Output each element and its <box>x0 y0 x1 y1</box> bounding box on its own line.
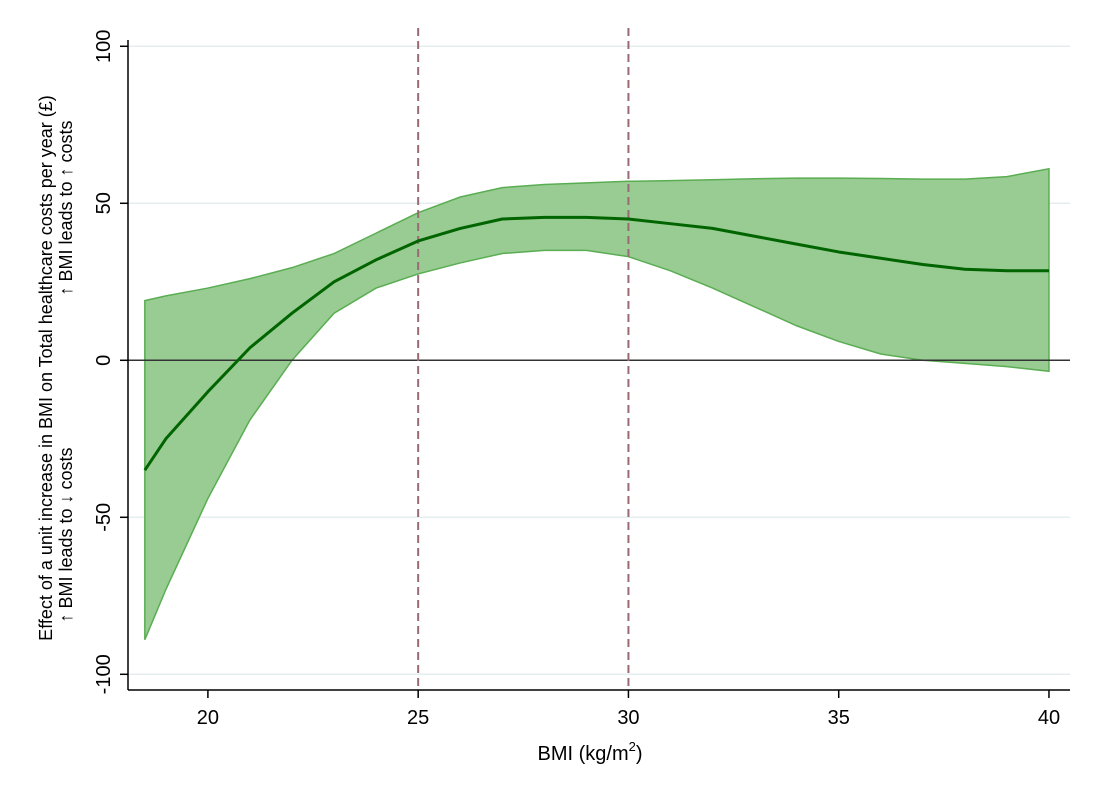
effect-line-path <box>143 215 1049 472</box>
confidence-band-area <box>144 167 1050 641</box>
y-axis-title: Effect of a unit increase in BMI on Tota… <box>36 95 76 641</box>
y-axis-title-line1: Effect of a unit increase in BMI on Tota… <box>36 95 56 641</box>
y-tick-label: 50 <box>93 192 115 214</box>
y-tick-label: 100 <box>93 30 115 63</box>
reference-lines <box>128 28 1070 690</box>
y-tick-label: -100 <box>93 654 115 694</box>
x-tick-label: 40 <box>1038 707 1060 729</box>
y-tick-label: 0 <box>93 355 115 366</box>
x-tick-label: 25 <box>407 707 429 729</box>
x-tick-label: 30 <box>617 707 639 729</box>
x-tick-label: 20 <box>197 707 219 729</box>
y-axis-title-up: ↑ BMI leads to ↑ costs <box>56 120 76 295</box>
x-tick-label: 35 <box>828 707 850 729</box>
y-axis-title-down: ↑ BMI leads to ↓ costs <box>56 447 76 622</box>
axes: -100 -50 0 50 100 20 25 30 35 40 <box>93 30 1070 729</box>
y-tick-label: -50 <box>93 503 115 532</box>
confidence-band <box>144 167 1050 641</box>
effect-line <box>143 215 1049 472</box>
x-axis-title: BMI (kg/m2) <box>537 739 642 765</box>
